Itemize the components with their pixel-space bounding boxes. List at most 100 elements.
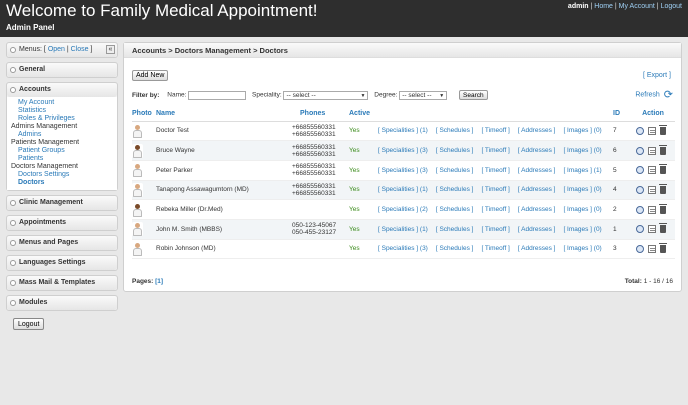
- sidebar-section[interactable]: Mass Mail & Templates: [6, 275, 118, 291]
- delete-icon[interactable]: [659, 164, 667, 175]
- bullet-icon: [10, 67, 16, 73]
- logout-link[interactable]: Logout: [660, 3, 682, 10]
- active-status: Yes: [349, 239, 378, 260]
- refresh-icon[interactable]: ⟳: [663, 89, 673, 101]
- sidebar-link[interactable]: Patients: [18, 155, 44, 162]
- delete-icon[interactable]: [659, 124, 667, 135]
- row-link[interactable]: [ Timeoff ]: [481, 206, 510, 214]
- row-link[interactable]: [ Schedules ]: [435, 166, 474, 174]
- degree-select[interactable]: -- select -- ▼: [399, 90, 448, 100]
- bullet-icon: [10, 47, 16, 53]
- sidebar-section[interactable]: Modules: [6, 295, 118, 311]
- row-link[interactable]: [ Addresses ]: [517, 245, 556, 253]
- table-row: Robin Johnson (MD) Yes[ Specialities ] (3…: [132, 239, 675, 260]
- row-link[interactable]: [ Timeoff ]: [481, 127, 510, 135]
- speciality-select[interactable]: -- select -- ▼: [283, 90, 369, 100]
- row-link[interactable]: [ Timeoff ]: [481, 245, 510, 253]
- menus-open-link[interactable]: Open: [47, 46, 65, 53]
- col-action: Action: [631, 107, 675, 122]
- sidebar-link[interactable]: Roles & Privileges: [18, 115, 75, 122]
- delete-icon[interactable]: [659, 144, 667, 155]
- edit-icon[interactable]: [636, 244, 644, 253]
- row-actions: [631, 160, 675, 181]
- export-link[interactable]: [ Export ]: [642, 72, 671, 79]
- sidebar-link[interactable]: Patient Groups: [18, 147, 65, 154]
- row-link[interactable]: [ Timeoff ]: [481, 225, 510, 233]
- details-icon[interactable]: [648, 205, 656, 214]
- collapse-icon[interactable]: «: [106, 45, 115, 54]
- edit-icon[interactable]: [636, 205, 644, 214]
- edit-icon[interactable]: [636, 126, 644, 135]
- row-link[interactable]: [ Timeoff ]: [481, 147, 510, 155]
- edit-icon[interactable]: [636, 185, 644, 194]
- sidebar-link[interactable]: Statistics: [18, 107, 47, 114]
- row-link[interactable]: [ Specialities ] (2): [378, 206, 428, 214]
- row-link[interactable]: [ Images ] (0): [563, 147, 602, 155]
- row-link[interactable]: [ Timeoff ]: [481, 186, 510, 194]
- sidebar-link[interactable]: Doctors: [18, 179, 45, 186]
- menus-close-link[interactable]: Close: [70, 46, 89, 53]
- search-button[interactable]: Search: [459, 90, 488, 100]
- row-link[interactable]: [ Schedules ]: [435, 186, 474, 194]
- home-link[interactable]: Home: [594, 3, 613, 10]
- name-input[interactable]: [188, 90, 247, 100]
- row-link[interactable]: [ Schedules ]: [435, 225, 474, 233]
- row-link[interactable]: [ Schedules ]: [435, 127, 474, 135]
- details-icon[interactable]: [648, 244, 656, 253]
- accounts-header[interactable]: Accounts: [7, 83, 117, 97]
- row-link[interactable]: [ Specialities ] (3): [378, 245, 428, 253]
- row-link[interactable]: [ Addresses ]: [517, 147, 556, 155]
- phones-cell: +66855560331 +66855560331: [290, 180, 349, 201]
- row-link[interactable]: [ Addresses ]: [517, 225, 556, 233]
- row-link[interactable]: [ Addresses ]: [517, 127, 556, 135]
- row-link[interactable]: [ Addresses ]: [517, 166, 556, 174]
- refresh-link[interactable]: Refresh ⟳: [635, 88, 673, 101]
- edit-icon[interactable]: [636, 225, 644, 234]
- sidebar-link[interactable]: Doctors Settings: [18, 171, 70, 178]
- page-link[interactable]: [1]: [155, 278, 164, 285]
- row-link[interactable]: [ Images ] (0): [563, 127, 602, 135]
- details-icon[interactable]: [648, 185, 656, 194]
- logout-button[interactable]: Logout: [13, 318, 45, 330]
- details-icon[interactable]: [648, 126, 656, 135]
- delete-icon[interactable]: [659, 223, 667, 234]
- row-link[interactable]: [ Images ] (0): [563, 225, 602, 233]
- row-link[interactable]: [ Schedules ]: [435, 206, 474, 214]
- pages-label: Pages:: [132, 278, 154, 285]
- row-link[interactable]: [ Images ] (0): [563, 206, 602, 214]
- sidebar-section[interactable]: Languages Settings: [6, 255, 118, 271]
- row-link[interactable]: [ Images ] (0): [563, 186, 602, 194]
- details-icon[interactable]: [648, 166, 656, 175]
- sidebar-section[interactable]: Appointments: [6, 215, 118, 231]
- doctor-id: 5: [613, 160, 631, 181]
- details-icon[interactable]: [648, 225, 656, 234]
- row-link[interactable]: [ Schedules ]: [435, 245, 474, 253]
- row-link[interactable]: [ Addresses ]: [517, 186, 556, 194]
- sidebar-link[interactable]: Admins: [18, 131, 42, 138]
- sidebar-link[interactable]: My Account: [18, 99, 55, 106]
- edit-icon[interactable]: [636, 146, 644, 155]
- row-link[interactable]: [ Images ] (0): [563, 245, 602, 253]
- row-link[interactable]: [ Images ] (1): [563, 166, 602, 174]
- sidebar-section[interactable]: Clinic Management: [6, 195, 118, 211]
- my-account-link[interactable]: My Account: [618, 3, 655, 10]
- row-link[interactable]: [ Specialities ] (1): [378, 127, 428, 135]
- delete-icon[interactable]: [659, 203, 667, 214]
- row-link[interactable]: [ Specialities ] (1): [378, 186, 428, 194]
- doctor-id: 6: [613, 140, 631, 161]
- row-link[interactable]: [ Specialities ] (3): [378, 166, 428, 174]
- doctor-photo: [132, 163, 143, 178]
- section-label: Modules: [19, 299, 48, 306]
- sidebar-section-general[interactable]: General: [6, 62, 118, 78]
- add-new-button[interactable]: Add New: [132, 70, 169, 81]
- edit-icon[interactable]: [636, 166, 644, 175]
- row-link[interactable]: [ Schedules ]: [435, 147, 474, 155]
- details-icon[interactable]: [648, 146, 656, 155]
- delete-icon[interactable]: [659, 183, 667, 194]
- row-link[interactable]: [ Specialities ] (1): [378, 225, 428, 233]
- sidebar-section[interactable]: Menus and Pages: [6, 235, 118, 251]
- row-link[interactable]: [ Addresses ]: [517, 206, 556, 214]
- delete-icon[interactable]: [659, 242, 667, 253]
- row-link[interactable]: [ Specialities ] (3): [378, 147, 428, 155]
- row-link[interactable]: [ Timeoff ]: [481, 166, 510, 174]
